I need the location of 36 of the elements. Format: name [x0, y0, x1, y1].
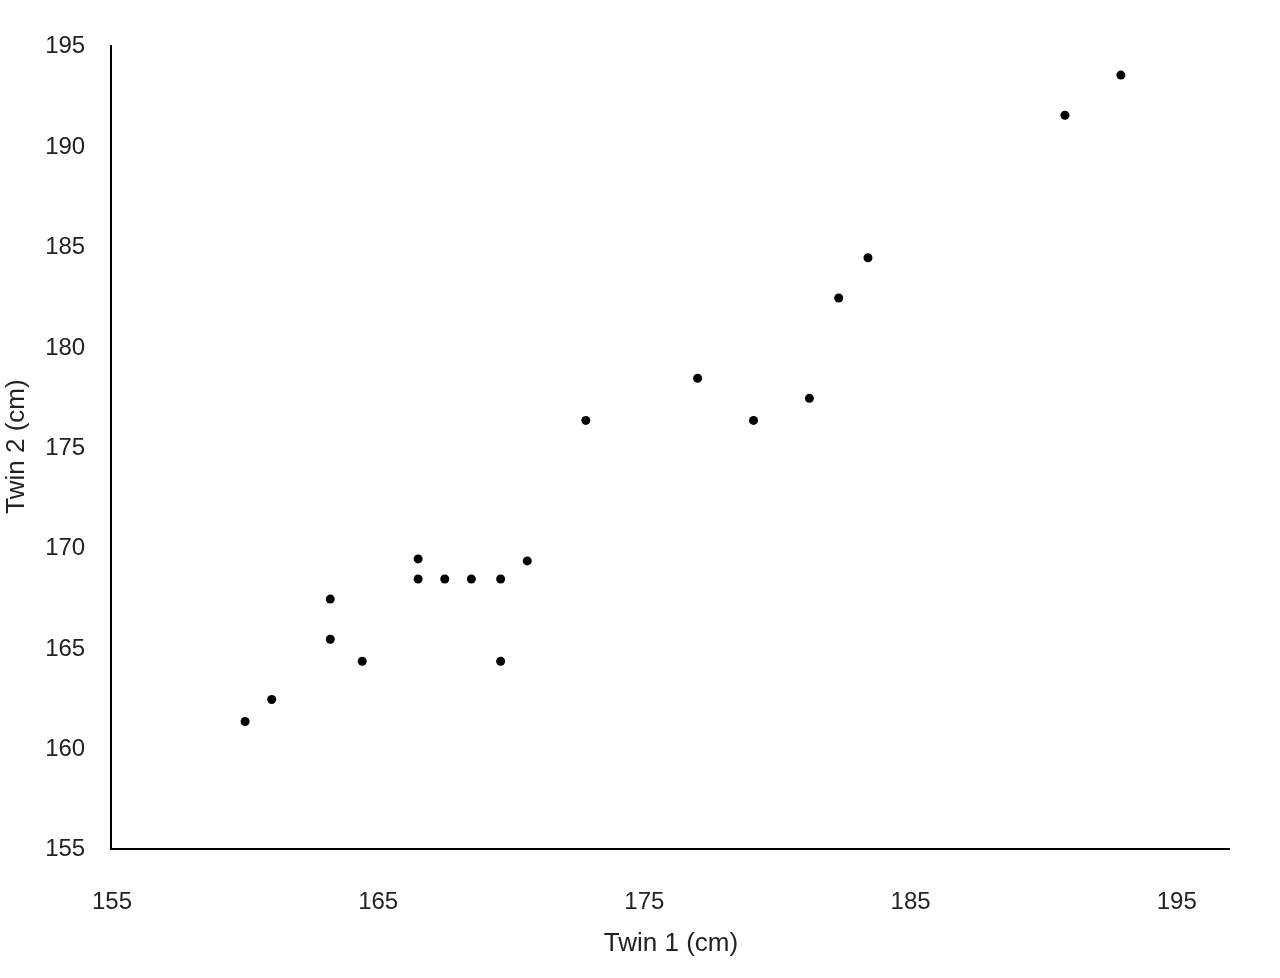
- x-tick-label: 165: [358, 886, 399, 914]
- y-tick-label: 170: [45, 533, 86, 561]
- point: [834, 293, 844, 303]
- y-tick-label: 165: [45, 633, 86, 661]
- point: [863, 253, 873, 263]
- point: [496, 656, 506, 666]
- point: [1060, 110, 1070, 120]
- point: [440, 574, 450, 584]
- point: [357, 656, 367, 666]
- point: [1116, 70, 1126, 80]
- x-tick-label: 155: [91, 886, 133, 914]
- point: [749, 415, 759, 425]
- point: [325, 594, 335, 604]
- point: [522, 556, 532, 566]
- y-tick-label: 180: [45, 332, 86, 360]
- point: [267, 694, 277, 704]
- point: [581, 415, 591, 425]
- point: [496, 574, 506, 584]
- y-tick-label: 160: [45, 734, 86, 762]
- point: [804, 393, 814, 403]
- y-axis-title: Twin 2 (cm): [0, 379, 30, 514]
- point: [466, 574, 476, 584]
- y-tick-label: 155: [45, 834, 86, 862]
- x-tick-label: 185: [890, 886, 931, 914]
- point: [413, 574, 423, 584]
- y-tick-label: 175: [45, 432, 86, 460]
- y-tick-label: 185: [45, 232, 86, 260]
- point: [693, 373, 703, 383]
- point: [240, 717, 250, 727]
- x-tick-label: 175: [624, 886, 665, 914]
- point: [325, 634, 335, 644]
- y-tick-label: 195: [45, 31, 86, 59]
- y-tick-label: 190: [45, 131, 86, 159]
- x-axis-title: Twin 1 (cm): [603, 927, 739, 957]
- x-tick-label: 195: [1156, 886, 1197, 914]
- point: [413, 554, 423, 564]
